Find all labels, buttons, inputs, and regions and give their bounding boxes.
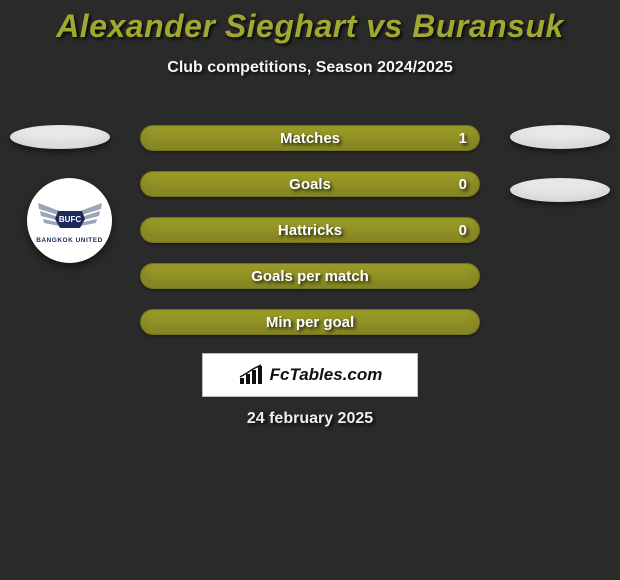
stats-container: Matches 1 Goals 0 Hattricks 0 Goals per … [140,125,480,355]
stat-label: Min per goal [266,314,354,331]
snapshot-date: 24 february 2025 [0,410,620,428]
comparison-subtitle: Club competitions, Season 2024/2025 [0,59,620,77]
stat-right-value: 0 [459,176,467,193]
stat-row-matches: Matches 1 [140,125,480,151]
player-left-club-badge: BUFC BANGKOK UNITED [27,178,112,263]
stat-label: Matches [280,130,340,147]
comparison-title: Alexander Sieghart vs Buransuk [0,0,620,45]
stat-label: Goals [289,176,331,193]
watermark-box: FcTables.com [202,353,418,397]
svg-text:BUFC: BUFC [58,215,80,224]
stat-row-goals: Goals 0 [140,171,480,197]
stat-label: Hattricks [278,222,342,239]
stat-right-value: 0 [459,222,467,239]
club-badge-label: BANGKOK UNITED [36,237,103,244]
bar-chart-icon [238,364,264,386]
player-left-badge-placeholder-1 [10,125,110,149]
stat-row-min-per-goal: Min per goal [140,309,480,335]
stat-right-value: 1 [459,130,467,147]
stat-row-hattricks: Hattricks 0 [140,217,480,243]
club-wings-icon: BUFC [35,197,105,235]
stat-label: Goals per match [251,268,369,285]
stat-row-goals-per-match: Goals per match [140,263,480,289]
player-right-badge-placeholder-2 [510,178,610,202]
player-right-badge-placeholder-1 [510,125,610,149]
watermark-text: FcTables.com [270,365,383,385]
